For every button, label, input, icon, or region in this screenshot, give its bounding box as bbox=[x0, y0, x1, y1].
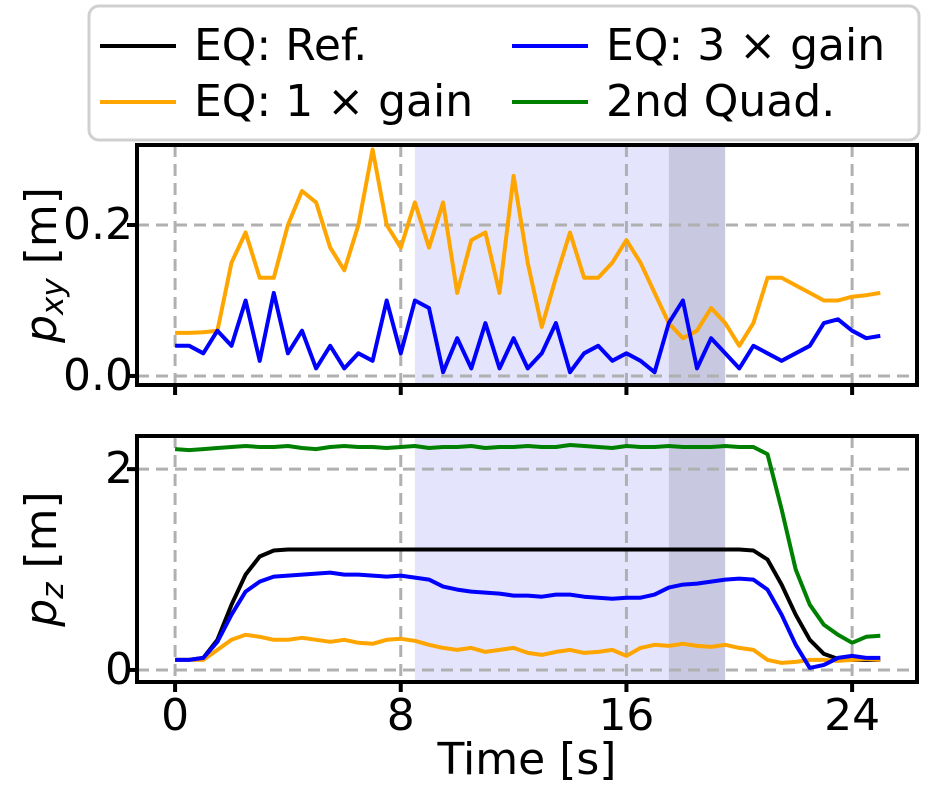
shaded-region bbox=[668, 436, 726, 682]
y-axis-label: pz [m] bbox=[16, 491, 71, 627]
x-tick-label: 0 bbox=[161, 690, 189, 741]
y-axis-label-part: p bbox=[16, 315, 67, 344]
y-axis-label-part: xy bbox=[35, 278, 71, 316]
series-line bbox=[175, 547, 881, 662]
y-axis-label-part: p bbox=[16, 599, 67, 628]
y-axis-label-part: [m] bbox=[16, 187, 67, 278]
x-tick-label: 8 bbox=[387, 690, 415, 741]
legend-label: EQ: 3 × gain bbox=[606, 20, 885, 71]
y-tick-label: 0 bbox=[105, 644, 133, 695]
series-line bbox=[175, 147, 881, 348]
series-line bbox=[174, 443, 881, 645]
y-tick-label: 0.2 bbox=[63, 199, 133, 250]
y-axis-label-part: z bbox=[35, 582, 71, 600]
axes-frame bbox=[135, 434, 919, 684]
x-tick-label: 24 bbox=[824, 690, 880, 741]
y-axis-label-part: [m] bbox=[16, 491, 67, 582]
legend-box bbox=[87, 4, 921, 142]
y-tick-label: 2 bbox=[105, 443, 133, 494]
axes-frame bbox=[135, 143, 919, 387]
legend-label: 2nd Quad. bbox=[606, 76, 835, 127]
shaded-region bbox=[414, 436, 669, 682]
y-axis-label: pxy [m] bbox=[16, 187, 71, 344]
x-axis-label: Time [s] bbox=[437, 734, 617, 785]
x-tick-label: 16 bbox=[598, 690, 654, 741]
series-line bbox=[175, 290, 881, 375]
legend-label: EQ: 1 × gain bbox=[194, 76, 473, 127]
series-line bbox=[175, 570, 881, 670]
shaded-region bbox=[668, 145, 726, 385]
series-line bbox=[175, 632, 881, 665]
y-tick-label: 0.0 bbox=[63, 350, 133, 401]
legend-label: EQ: Ref. bbox=[194, 20, 367, 71]
